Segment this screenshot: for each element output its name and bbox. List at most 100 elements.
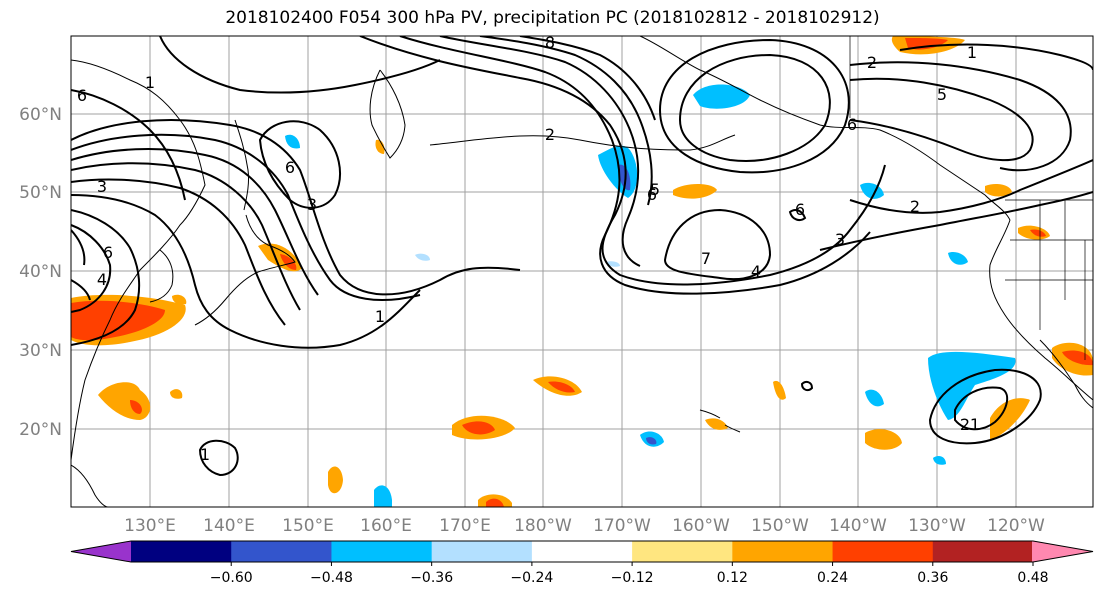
plot-frame (70, 35, 1094, 508)
precip-positive-area (705, 418, 728, 430)
pv-contour (71, 119, 521, 296)
precip-negative-area (415, 253, 430, 261)
pv-contour (71, 194, 421, 349)
colorbar-tick-label: 0.12 (717, 570, 748, 586)
colorbar-segment (832, 541, 934, 562)
precip-positive-area (170, 389, 183, 399)
pv-contour (849, 159, 1093, 214)
colorbar-extend-low (71, 541, 132, 562)
precip-positive-area (673, 184, 717, 199)
colorbar-tick-label: −0.24 (510, 570, 553, 586)
colorbar (70, 540, 1094, 563)
contour-label: 2 (910, 197, 920, 216)
colorbar-tick-label: 0.24 (817, 570, 848, 586)
pv-contour (71, 209, 141, 346)
colorbar-segment (131, 541, 232, 562)
pv-contour (954, 386, 1009, 431)
colorbar-segment (431, 541, 533, 562)
map-title: 2018102400 F054 300 hPa PV, precipitatio… (225, 8, 880, 28)
pv-contour (71, 224, 112, 313)
longitude-label: 130°W (908, 516, 966, 536)
pv-contour (928, 368, 1042, 445)
pv-contour (663, 208, 772, 281)
pv-contour (849, 61, 1072, 172)
pv-contour (800, 380, 814, 392)
colorbar-segment (231, 541, 333, 562)
latitude-label: 20°N (19, 420, 62, 440)
colorbar-extend-high (1032, 541, 1093, 562)
precip-positive-area (375, 139, 385, 154)
colorbar-tick-label: −0.36 (410, 570, 453, 586)
plot-area (71, 36, 1093, 507)
longitude-axis: 130°E 140°E 150°E 160°E 170°E 180°W 170°W 160°W… (124, 516, 1045, 536)
coastline-aleutians (429, 134, 736, 151)
coastline-hawaii (699, 409, 741, 433)
contour-label: 3 (835, 230, 845, 249)
colorbar-segment (732, 541, 834, 562)
colorbar-segment (632, 541, 733, 562)
pv-contour (479, 36, 653, 206)
colorbar-tick-labels: −0.60 −0.48 −0.36 −0.24 −0.12 0.12 0.24 0.36 0.4… (210, 562, 1049, 586)
contour-label: 2 (867, 53, 877, 72)
longitude-label: 160°W (672, 516, 730, 536)
precip-positive-area (990, 398, 1030, 440)
contour-label: 3 (97, 177, 107, 196)
pv-contour (159, 36, 441, 94)
precip-negative-area (646, 437, 657, 445)
precip-positive-area (71, 300, 165, 341)
contour-label: 5 (650, 180, 660, 199)
contour-label: 6 (847, 115, 857, 134)
contour-label: 7 (701, 249, 711, 268)
pv-contour (819, 191, 1093, 251)
pv-contour (519, 36, 656, 121)
precip-positive-area (548, 381, 575, 393)
latitude-label: 50°N (19, 183, 62, 203)
contour-label: 6 (795, 200, 805, 219)
contour-label: 4 (97, 270, 107, 289)
pv-contour (71, 279, 91, 301)
longitude-label: 120°W (987, 516, 1045, 536)
longitude-label: 160°E (360, 516, 412, 536)
precip-negative-area (693, 84, 750, 109)
coastline-kamchatka (369, 69, 406, 159)
contour-label: 4 (751, 262, 761, 281)
longitude-label: 150°W (751, 516, 809, 536)
contour-label: 2 (545, 125, 555, 144)
longitude-label: 140°W (829, 516, 887, 536)
boundary-us-states (1005, 200, 1093, 360)
precip-negative-area (285, 134, 300, 149)
contour-label: 6 (103, 243, 113, 262)
contour-label: 1 (200, 445, 210, 464)
precip-positive-area (865, 429, 902, 450)
precip-negative-area (933, 456, 946, 465)
coastline-na-west (989, 219, 1093, 401)
contour-label: 8 (545, 33, 555, 52)
colorbar-tick-label: −0.12 (611, 570, 654, 586)
pv-contour (198, 439, 239, 477)
pv-contour (399, 36, 871, 295)
precip-negative-area (374, 485, 392, 507)
contour-label: 6 (285, 158, 295, 177)
coastline-asia (71, 59, 206, 461)
pv-contours (71, 36, 1093, 477)
latitude-label: 60°N (19, 105, 62, 125)
precip-positive-area (462, 421, 495, 435)
political-boundaries (849, 36, 1093, 360)
coastline-japan (194, 214, 296, 326)
latitude-axis: 60°N 50°N 40°N 30°N 20°N (19, 105, 62, 440)
longitude-label: 170°E (439, 516, 491, 536)
pv-contour (71, 162, 301, 311)
pv-contour (71, 229, 86, 266)
precip-positive-area (773, 380, 786, 400)
coastlines (71, 36, 1093, 507)
precip-negative-area (865, 389, 884, 407)
colorbar-tick-label: 0.36 (917, 570, 948, 586)
longitude-label: 180°W (514, 516, 572, 536)
longitude-label: 130°E (124, 516, 176, 536)
pv-contour (658, 38, 850, 174)
coastline-philippines (71, 464, 109, 507)
pv-contour (71, 89, 186, 201)
pv-contour (71, 178, 286, 326)
precip-positive-area (328, 466, 343, 494)
coastline-alaska (639, 36, 1011, 221)
